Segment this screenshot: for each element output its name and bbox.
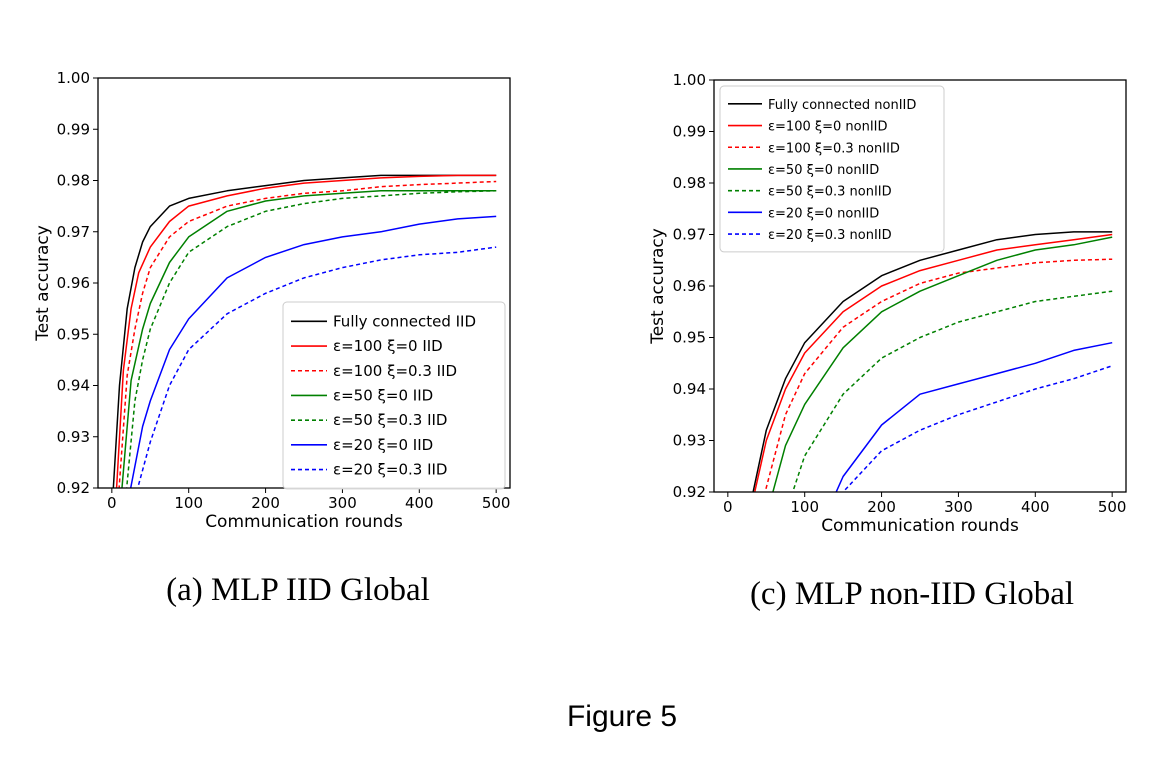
chart-a-xtick-label: 200 (251, 494, 280, 512)
chart-a-xtick-label: 0 (107, 494, 117, 512)
chart-a-legend: Fully connected IID ε=100 ξ=0 IID ε=100 ξ=… (282, 301, 506, 490)
chart-a-xtick-label: 300 (328, 494, 357, 512)
chart-a-legend-label: ε=50 ξ=0 IID (333, 386, 433, 404)
chart-c-legend-label: ε=50 ξ=0 nonIID (768, 163, 879, 178)
chart-c-ticks: 0 100 200 300 400 500 0.92 0.93 0.94 0.95 0.96 0.97… (673, 71, 1127, 516)
chart-a-ytick-label: 0.97 (57, 223, 90, 241)
chart-a-caption: (a) MLP IID Global (166, 572, 430, 608)
chart-c-series-line-2 (753, 233, 1113, 492)
chart-a-legend-label: ε=100 ξ=0.3 IID (333, 362, 457, 380)
chart-a-ticks: 0 100 200 300 400 500 0.92 0.93 0.94 0.95 0.96 0.97… (57, 69, 511, 512)
chart-a-legend-label: ε=20 ξ=0.3 IID (333, 461, 448, 479)
figure-label: Figure 5 (567, 700, 677, 733)
chart-c-ytick-label: 0.97 (673, 226, 706, 244)
chart-a-legend-label: ε=100 ξ=0 IID (333, 337, 443, 355)
chart-c-series-group (752, 231, 1113, 492)
chart-a-ytick-label: 1.00 (57, 69, 90, 87)
chart-a-ylabel: Test accuracy (33, 225, 53, 342)
chart-c-xtick-label: 100 (790, 498, 819, 516)
chart-a-series-line-2 (115, 174, 497, 488)
chart-a-legend-label: Fully connected IID (333, 312, 476, 330)
chart-c-series-line-7 (842, 365, 1113, 492)
chart-c-series-line-4 (772, 236, 1113, 492)
chart-a-xtick-label: 400 (405, 494, 434, 512)
chart-c-ylabel: Test accuracy (648, 228, 668, 345)
chart-a-ytick-label: 0.95 (57, 325, 90, 343)
chart-a-series-group (112, 174, 497, 488)
chart-c-legend-label: ε=20 ξ=0 nonIID (768, 206, 879, 221)
chart-c-legend-label: Fully connected nonIID (768, 98, 916, 113)
chart-c-series-line-1 (752, 231, 1113, 492)
chart-a-legend-label: ε=50 ξ=0.3 IID (333, 411, 448, 429)
chart-c-legend-label: ε=50 ξ=0.3 nonIID (768, 185, 892, 200)
chart-c-ytick-label: 0.94 (673, 380, 706, 398)
chart-a-ytick-label: 0.92 (57, 479, 90, 497)
chart-c-series-line-6 (835, 341, 1113, 492)
chart-a-series-line-4 (121, 190, 497, 488)
chart-c-xtick-label: 400 (1021, 498, 1050, 516)
chart-a-xtick-label: 500 (482, 494, 511, 512)
chart-a-ytick-label: 0.96 (57, 274, 90, 292)
chart-a-series-line-7 (136, 246, 497, 488)
chart-a-ytick-label: 0.93 (57, 428, 90, 446)
chart-c-series-line-3 (764, 258, 1113, 492)
chart-c-ytick-label: 0.99 (673, 123, 706, 141)
chart-c-xtick-label: 300 (944, 498, 973, 516)
chart-c-legend-label: ε=100 ξ=0.3 nonIID (768, 141, 900, 156)
chart-c-ytick-label: 0.93 (673, 432, 706, 450)
chart-a-series-line-1 (112, 174, 497, 488)
chart-a: 0 100 200 300 400 500 0.92 0.93 0.94 0.95 0.96 0.97… (33, 69, 511, 608)
chart-c-ytick-label: 1.00 (673, 71, 706, 89)
chart-a-series-line-6 (129, 215, 497, 488)
chart-a-xlabel: Communication rounds (205, 512, 403, 532)
chart-a-ytick-label: 0.98 (57, 172, 90, 190)
chart-c-legend-box (719, 85, 945, 253)
chart-c-ytick-label: 0.96 (673, 277, 706, 295)
chart-c-legend-label: ε=100 ξ=0 nonIID (768, 120, 888, 135)
chart-c-xtick-label: 500 (1098, 498, 1127, 516)
chart-c-ytick-label: 0.98 (673, 174, 706, 192)
chart-c-xtick-label: 0 (723, 498, 733, 516)
chart-c-ytick-label: 0.92 (673, 483, 706, 501)
chart-a-ytick-label: 0.94 (57, 377, 90, 395)
chart-a-xtick-label: 100 (174, 494, 203, 512)
chart-c-legend: Fully connected nonIID ε=100 ξ=0 nonIID ε=… (719, 85, 945, 253)
chart-a-series-line-3 (118, 180, 497, 488)
chart-a-legend-label: ε=20 ξ=0 IID (333, 436, 433, 454)
chart-c-xtick-label: 200 (867, 498, 896, 516)
chart-c-ytick-label: 0.95 (673, 329, 706, 347)
chart-a-ytick-label: 0.99 (57, 120, 90, 138)
chart-a-series-line-5 (125, 190, 497, 488)
chart-c-legend-label: ε=20 ξ=0.3 nonIID (768, 228, 892, 243)
chart-a-legend-box (282, 301, 506, 490)
chart-c-caption: (c) MLP non-IID Global (750, 576, 1074, 612)
chart-c-series-line-5 (791, 290, 1113, 492)
chart-c: 0 100 200 300 400 500 0.92 0.93 0.94 0.95 0.96 0.97… (648, 71, 1127, 612)
chart-c-xlabel: Communication rounds (821, 516, 1019, 536)
